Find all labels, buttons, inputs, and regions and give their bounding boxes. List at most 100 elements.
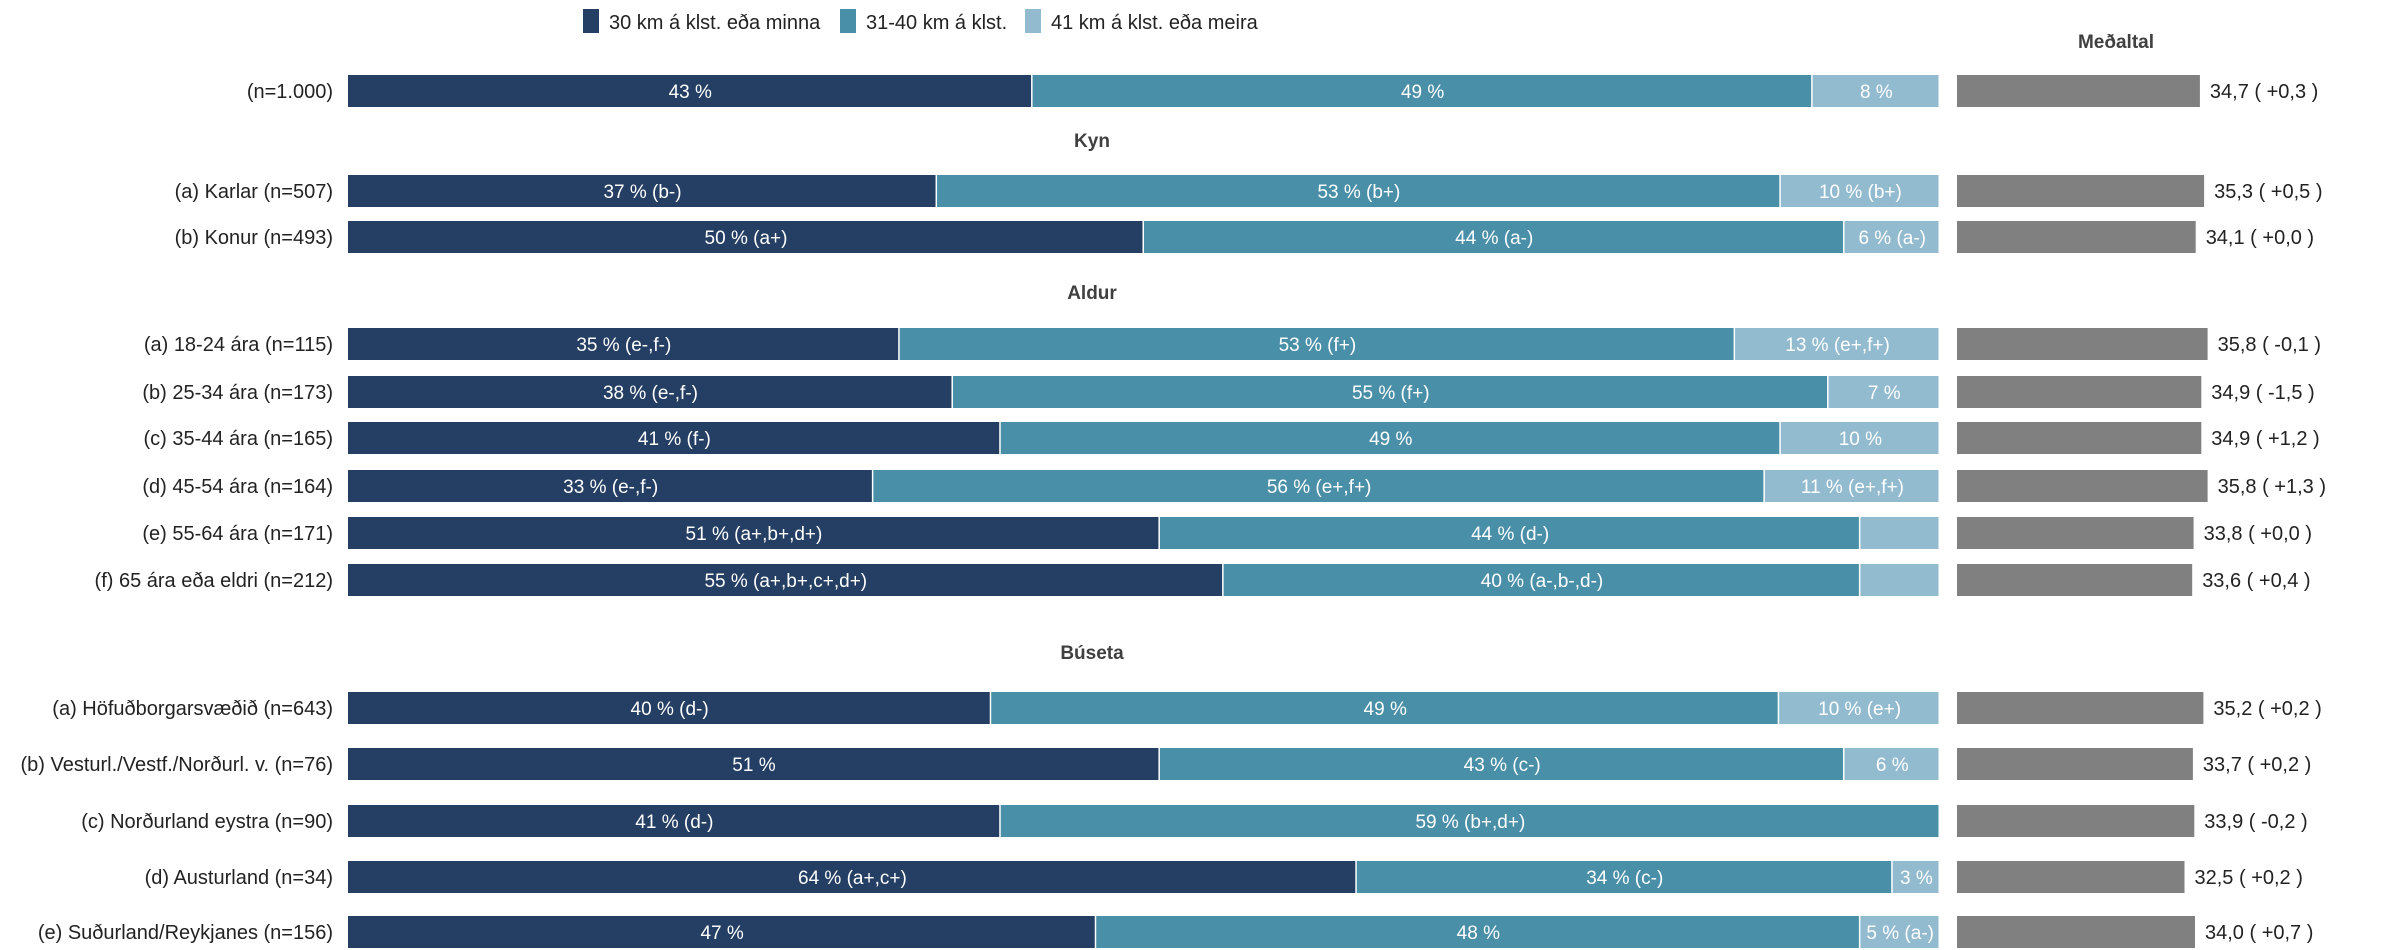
bar-segment [348, 422, 1000, 454]
row-group: Aldur (a) 18-24 ára (n=115) 35 % (e-,f-) 53… [95, 283, 2326, 596]
mean-bar [1957, 805, 2195, 837]
row-label: (c) Norðurland eystra (n=90) [81, 811, 333, 833]
bar-segment [1780, 175, 1939, 207]
bar-row: (a) 18-24 ára (n=115) 35 % (e-,f-) 53 % (f… [144, 328, 2321, 360]
row-label: (a) Karlar (n=507) [175, 181, 333, 203]
bar-segment [1860, 916, 1939, 948]
mean-bar [1957, 75, 2200, 107]
mean-bar [1957, 422, 2202, 454]
row-label: (d) Austurland (n=34) [145, 867, 333, 889]
segment-label: 6 % [1876, 755, 1909, 776]
row-label: (b) 25-34 ára (n=173) [142, 382, 333, 404]
mean-bar [1957, 692, 2204, 724]
bar-segment [1159, 748, 1843, 780]
segment-label: 55 % (a+,b+,c+,d+) [704, 571, 867, 592]
legend-label: 30 km á klst. eða minna [609, 12, 821, 34]
legend-item: 30 km á klst. eða minna [583, 9, 821, 34]
segment-label: 40 % (d-) [631, 699, 709, 720]
segment-label: 47 % [700, 923, 743, 944]
segment-label: 8 % [1860, 82, 1893, 103]
segment-label: 56 % (e+,f+) [1267, 477, 1372, 498]
bar-segment [348, 564, 1223, 596]
segment-label: 37 % (b-) [603, 182, 681, 203]
mean-label: 35,8 ( +1,3 ) [2218, 476, 2326, 498]
bar-row: (a) Karlar (n=507) 37 % (b-) 53 % (b+) 10 %… [175, 175, 2323, 207]
segment-label: 10 % (e+) [1818, 699, 1901, 720]
bar-segment [348, 470, 872, 502]
group-title: Aldur [1067, 283, 1117, 304]
mean-label: 33,9 ( -0,2 ) [2204, 811, 2307, 833]
group-title: Kyn [1074, 131, 1110, 152]
bar-segment [899, 328, 1734, 360]
bar-segment [952, 376, 1828, 408]
row-label: (f) 65 ára eða eldri (n=212) [95, 570, 333, 592]
bar-segment [1764, 470, 1939, 502]
segment-label: 13 % (e+,f+) [1785, 335, 1890, 356]
bar-segment [1860, 517, 1939, 549]
bar-row: (f) 65 ára eða eldri (n=212) 55 % (a+,b+,… [95, 564, 2311, 596]
segment-label: 64 % (a+,c+) [798, 868, 907, 889]
segment-label: 33 % (e-,f-) [563, 477, 658, 498]
group-title: Búseta [1060, 643, 1124, 664]
bar-segment [1032, 75, 1812, 107]
segment-label: 48 % [1457, 923, 1500, 944]
row-label: (c) 35-44 ára (n=165) [143, 428, 333, 450]
bar-segment [348, 328, 899, 360]
row-label: (a) Höfuðborgarsvæðið (n=643) [52, 698, 333, 720]
segment-label: 3 % [1900, 868, 1933, 889]
segment-label: 43 % (c-) [1464, 755, 1541, 776]
segment-label: 49 % [1369, 429, 1412, 450]
bar-segment [348, 175, 936, 207]
mean-label: 35,8 ( -0,1 ) [2218, 334, 2321, 356]
segment-label: 5 % (a-) [1866, 923, 1934, 944]
bar-row: (d) 45-54 ára (n=164) 33 % (e-,f-) 56 % (e… [142, 470, 2326, 502]
mean-label: 33,8 ( +0,0 ) [2204, 523, 2312, 545]
row-label: (b) Vesturl./Vestf./Norðurl. v. (n=76) [20, 754, 333, 776]
mean-bar [1957, 564, 2193, 596]
bar-segment [348, 376, 952, 408]
segment-label: 34 % (c-) [1586, 868, 1663, 889]
legend: 30 km á klst. eða minna 31-40 km á klst. 4… [583, 9, 1259, 34]
bar-segment [1779, 692, 1939, 724]
bar-row: (b) Konur (n=493) 50 % (a+) 44 % (a-) 6 % (… [175, 221, 2314, 253]
bar-segment [1860, 564, 1939, 596]
bar-segment [1144, 221, 1843, 253]
legend-swatch [583, 9, 599, 33]
mean-bar [1957, 328, 2208, 360]
segment-label: 6 % (a-) [1858, 228, 1926, 249]
mean-label: 35,2 ( +0,2 ) [2213, 698, 2321, 720]
bar-segment [348, 221, 1143, 253]
segment-label: 10 % [1839, 429, 1882, 450]
segment-label: 53 % (f+) [1279, 335, 1357, 356]
row-label: (e) 55-64 ára (n=171) [142, 523, 333, 545]
mean-bar [1957, 175, 2205, 207]
row-label: (e) Suðurland/Reykjanes (n=156) [38, 922, 333, 944]
bar-segment [348, 861, 1356, 893]
segment-label: 10 % (b+) [1819, 182, 1902, 203]
segment-label: 35 % (e-,f-) [576, 335, 671, 356]
segment-label: 53 % (b+) [1317, 182, 1400, 203]
mean-label: 35,3 ( +0,5 ) [2214, 181, 2322, 203]
row-label: (b) Konur (n=493) [175, 227, 333, 249]
mean-bar [1957, 376, 2202, 408]
segment-label: 11 % (e+,f+) [1801, 477, 1904, 498]
mean-label: 34,7 ( +0,3 ) [2210, 81, 2318, 103]
row-label: (n=1.000) [247, 81, 333, 103]
bar-segment [1892, 861, 1939, 893]
mean-label: 33,7 ( +0,2 ) [2203, 754, 2311, 776]
bar-segment [1159, 517, 1859, 549]
bar-segment [1828, 376, 1939, 408]
legend-label: 31-40 km á klst. [866, 12, 1007, 34]
legend-label: 41 km á klst. eða meira [1051, 12, 1259, 34]
row-label: (a) 18-24 ára (n=115) [144, 334, 333, 356]
bar-row: (c) Norðurland eystra (n=90) 41 % (d-) 59 … [81, 805, 2308, 837]
segment-label: 49 % [1364, 699, 1407, 720]
segment-label: 49 % [1401, 82, 1444, 103]
segment-label: 51 % (a+,b+,d+) [686, 524, 823, 545]
segment-label: 40 % (a-,b-,d-) [1481, 571, 1603, 592]
segment-label: 44 % (a-) [1455, 228, 1533, 249]
bar-segment [1812, 75, 1939, 107]
segment-label: 44 % (d-) [1471, 524, 1549, 545]
mean-bar [1957, 517, 2194, 549]
